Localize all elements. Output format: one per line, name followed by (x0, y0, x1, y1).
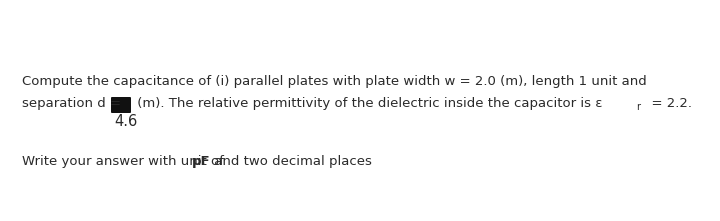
Text: pF: pF (192, 155, 211, 168)
Text: 4.6: 4.6 (114, 114, 138, 129)
FancyBboxPatch shape (111, 97, 131, 113)
Text: r: r (636, 102, 640, 112)
Text: Compute the capacitance of (i) parallel plates with plate width w = 2.0 (m), len: Compute the capacitance of (i) parallel … (22, 75, 647, 88)
Text: (m). The relative permittivity of the dielectric inside the capacitor is ε: (m). The relative permittivity of the di… (133, 97, 603, 110)
Text: and two decimal places: and two decimal places (210, 155, 372, 168)
Text: separation d =: separation d = (22, 97, 125, 110)
Text: Write your answer with unit of: Write your answer with unit of (22, 155, 228, 168)
Text: = 2.2.: = 2.2. (643, 97, 692, 110)
